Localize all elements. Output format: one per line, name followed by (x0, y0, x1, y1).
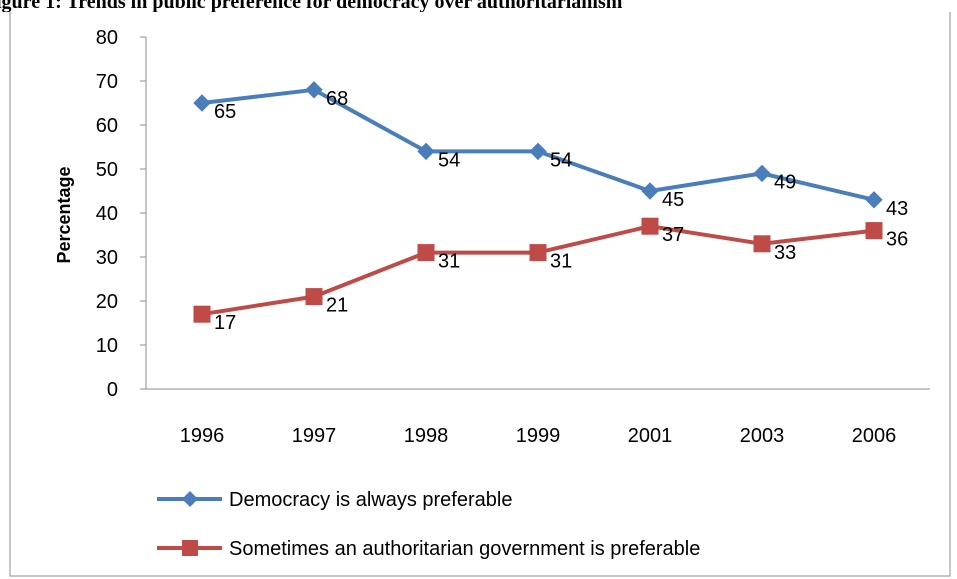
data-label: 49 (774, 171, 796, 193)
title-background (0, 0, 957, 12)
data-point-square (753, 235, 771, 253)
y-tick-label: 80 (96, 27, 118, 49)
data-point-square (193, 305, 211, 323)
data-point-square (305, 288, 323, 306)
y-tick-label: 20 (96, 291, 118, 313)
data-label: 65 (214, 101, 236, 123)
data-label: 31 (438, 251, 460, 273)
legend-marker-diamond (182, 491, 198, 507)
data-label: 21 (326, 295, 348, 317)
data-label: 33 (774, 242, 796, 264)
x-tick-label: 1998 (404, 425, 449, 447)
series-group (193, 81, 883, 323)
x-tick-label: 2003 (740, 425, 785, 447)
axes (145, 37, 930, 390)
data-point-diamond (529, 142, 547, 161)
data-point-square (865, 222, 883, 240)
data-label: 54 (550, 149, 572, 171)
legend: Democracy is always preferable Sometimes … (157, 489, 700, 560)
x-tick-label: 1999 (516, 425, 561, 447)
y-tick-label: 50 (96, 159, 118, 181)
x-tick-label: 2006 (852, 425, 897, 447)
data-label: 36 (886, 229, 908, 251)
y-tick-label: 0 (107, 379, 118, 401)
y-tick-label: 40 (96, 203, 118, 225)
data-point-diamond (193, 94, 211, 112)
data-point-diamond (753, 164, 771, 183)
data-labels: 65 68 54 54 45 49 43 17 21 31 31 37 33 36 (214, 88, 908, 334)
data-point-square (641, 217, 659, 235)
data-point-diamond (305, 81, 323, 99)
data-point-diamond (865, 191, 883, 209)
data-label: 68 (326, 88, 348, 110)
legend-label-1: Sometimes an authoritarian government is… (229, 538, 700, 560)
data-label: 17 (214, 312, 236, 334)
data-point-diamond (417, 142, 435, 161)
series-line-1 (201, 224, 875, 317)
x-tick-label: 1997 (292, 425, 337, 447)
data-label: 37 (662, 224, 684, 246)
y-tick-label: 10 (96, 335, 118, 357)
y-axis-label: Percentage (54, 166, 74, 263)
y-tick-label: 30 (96, 247, 118, 269)
data-point-square (417, 244, 435, 262)
legend-marker-square (182, 540, 198, 556)
y-tick-label: 70 (96, 71, 118, 93)
data-point-diamond (641, 182, 659, 200)
data-label: 31 (550, 251, 572, 273)
x-tick-labels: 1996 1997 1998 1999 2001 2003 2006 (180, 425, 897, 447)
data-label: 54 (438, 149, 460, 171)
data-label: 45 (662, 189, 684, 211)
y-tick-label: 60 (96, 115, 118, 137)
x-tick-label: 1996 (180, 425, 225, 447)
data-label: 43 (886, 198, 908, 220)
legend-label-0: Democracy is always preferable (229, 489, 512, 511)
data-point-square (529, 244, 547, 262)
chart-title: igure 1: Trends in public preference for… (0, 0, 623, 13)
x-tick-label: 2001 (628, 425, 673, 447)
y-tick-labels: 0 10 20 30 40 50 60 70 80 (96, 27, 146, 401)
